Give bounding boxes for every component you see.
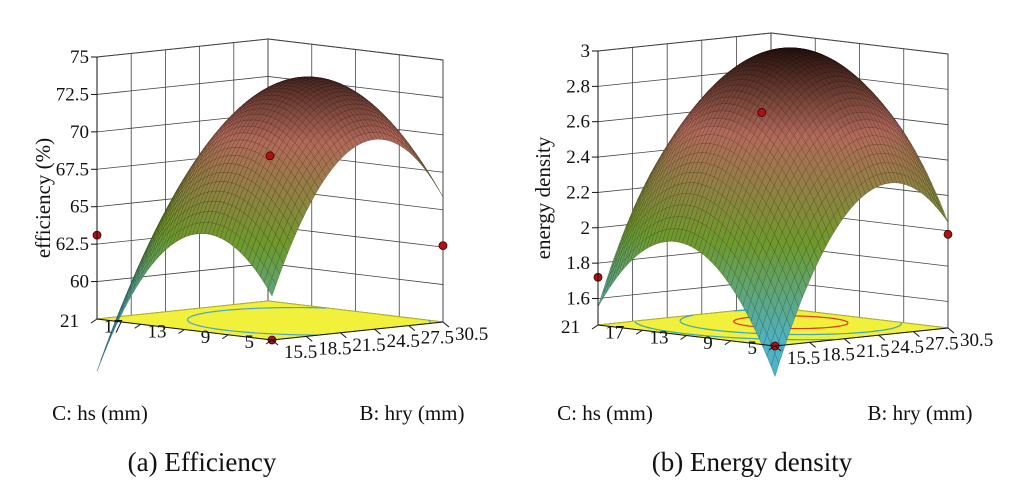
z-tick-label: 1.8 [566,253,590,274]
y-tick-mark [221,334,229,340]
x-tick-mark [843,338,851,345]
x-tick-mark [374,328,381,335]
x-tick-mark [878,334,886,341]
design-point [438,241,448,251]
y-tick-label: 5 [245,332,255,353]
surface-cell [770,353,780,378]
x-tick-label: 24.5 [387,331,420,352]
axes: 3 2.8 2.6 2.4 2.2 2 1.8 1.6 15.5 18.5 21.5 24.5 27.5… [561,41,993,369]
x-tick-mark [408,325,416,331]
x-tick-mark [271,339,279,346]
x-axis-line [774,327,949,347]
x-tick-mark [809,342,816,348]
x-tick-mark [305,336,313,342]
response-surface [96,76,444,372]
x-axis-title: B: hry (mm) [868,401,973,425]
z-tick-label: 2.8 [566,76,590,97]
y-tick-label: 9 [703,333,713,354]
x-axis-line [271,321,444,341]
y-tick-label: 13 [148,322,167,343]
x-tick-label: 27.5 [421,328,454,349]
panel-caption: (b) Energy density [652,447,853,477]
z-tick-label: 62.5 [56,234,89,255]
y-tick-label: 5 [748,338,758,359]
y-tick-mark [768,345,776,351]
y-axis-title: C: hs (mm) [557,401,653,425]
z-tick-label: 70 [70,122,89,143]
y-tick-mark [724,340,732,346]
x-tick-label: 27.5 [925,334,958,355]
grid-line-z [597,32,949,55]
panel-efficiency: 75 72.5 70 67.5 65 62.5 60 15.5 18.5 21.5 24.5 27.5… [31,38,489,477]
z-axis-title: energy density [531,136,555,259]
z-tick-label: 3 [581,41,591,62]
response-surface [597,47,949,378]
z-tick-label: 1.6 [566,288,590,309]
z-tick-label: 60 [70,272,89,293]
y-tick-label: 9 [201,327,211,348]
surface-cell [267,277,277,297]
y-tick-mark [134,323,142,329]
y-tick-label: 17 [104,316,123,337]
z-tick-label: 75 [70,47,89,68]
y-tick-mark [265,339,273,345]
z-axis-title: efficiency (%) [31,138,55,258]
z-tick-label: 2.6 [566,112,590,133]
design-point [943,229,953,239]
z-tick-label: 67.5 [56,159,89,180]
floor-contours [186,306,432,336]
y-tick-mark [635,329,643,335]
design-point [757,108,767,117]
y-tick-label: 21 [60,311,79,332]
z-tick-label: 72.5 [56,84,89,105]
x-tick-label: 15.5 [787,348,820,369]
contour-line [427,319,432,324]
panel-caption: (a) Efficiency [128,447,277,477]
x-axis-title: B: hry (mm) [360,401,465,425]
x-tick-label: 30.5 [455,324,488,345]
x-tick-label: 15.5 [284,342,317,363]
design-point [265,151,275,161]
x-tick-label: 21.5 [856,341,889,362]
y-tick-mark [591,324,599,330]
x-tick-mark [442,321,450,328]
axes: 75 72.5 70 67.5 65 62.5 60 15.5 18.5 21.5 24.5 27.5… [56,47,489,363]
y-tick-mark [178,329,185,334]
z-tick-label: 65 [70,197,89,218]
x-tick-mark [947,327,955,334]
x-tick-label: 30.5 [960,330,993,351]
grid-line-z [96,38,444,61]
y-tick-label: 17 [605,322,624,343]
y-tick-label: 13 [650,328,669,349]
x-tick-mark [774,345,782,352]
grid-line-z [96,76,444,98]
y-axis-title: C: hs (mm) [52,401,148,425]
x-tick-label: 24.5 [891,337,924,358]
panel-energy-density: 3 2.8 2.6 2.4 2.2 2 1.8 1.6 15.5 18.5 21.5 24.5 27.5… [531,32,993,477]
x-tick-label: 18.5 [822,344,855,365]
z-tick-label: 2 [581,218,591,239]
y-tick-label: 21 [561,317,580,338]
y-tick-mark [680,335,687,340]
design-points [92,151,448,345]
z-tick-label: 2.4 [566,147,590,168]
x-tick-label: 18.5 [318,338,351,359]
y-tick-mark [90,318,98,324]
contour-line [186,306,327,336]
x-tick-mark [340,332,347,339]
x-tick-label: 21.5 [352,335,385,356]
z-tick-label: 2.2 [566,182,590,203]
x-tick-mark [913,331,920,337]
